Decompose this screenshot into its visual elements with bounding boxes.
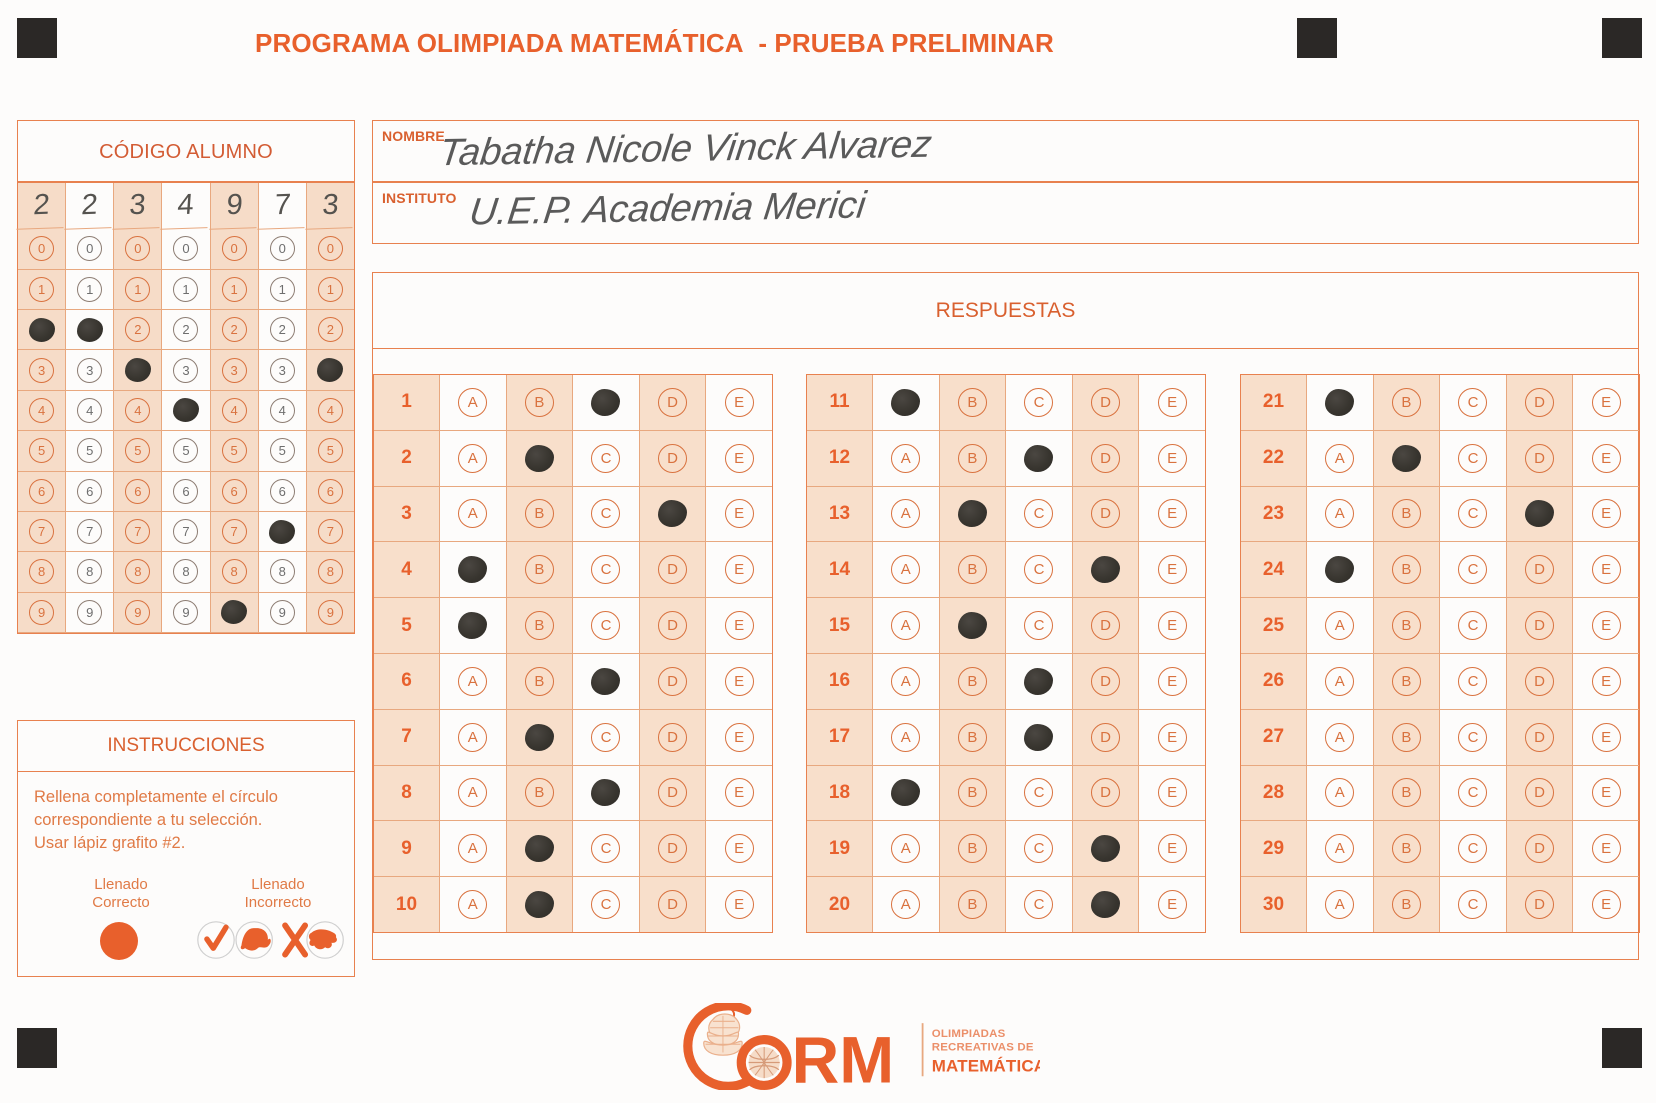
svg-text:RM: RM [792, 1023, 895, 1090]
svg-text:OLIMPIADAS: OLIMPIADAS [932, 1028, 1006, 1040]
svg-text:RECREATIVAS DE: RECREATIVAS DE [932, 1042, 1034, 1054]
svg-text:MATEMÁTICA: MATEMÁTICA [932, 1057, 1040, 1076]
